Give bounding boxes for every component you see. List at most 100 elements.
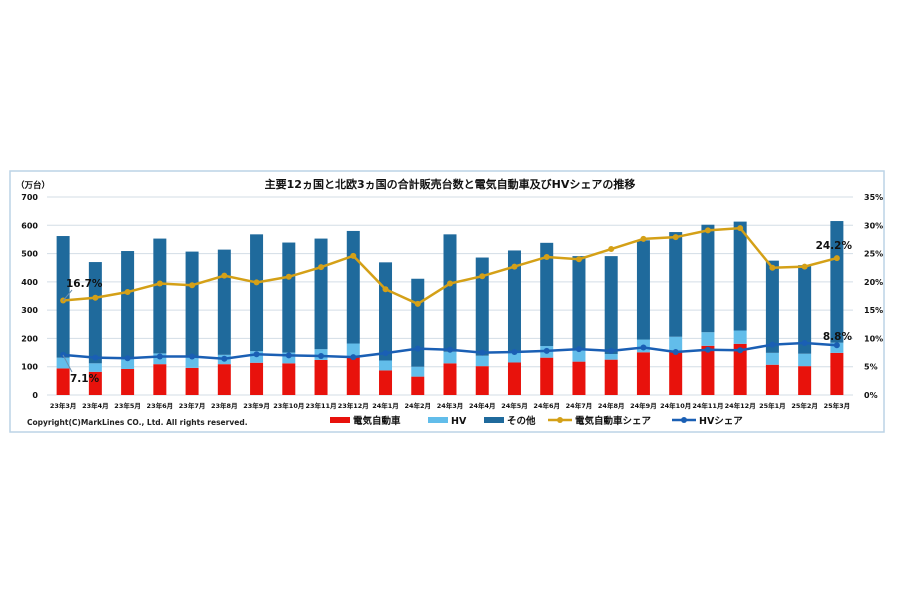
ev-share-point <box>543 253 550 260</box>
hv-share-point <box>92 354 99 361</box>
y-tick-label: 600 <box>21 221 38 230</box>
bar-other <box>346 230 360 344</box>
hv-share-point <box>672 349 679 356</box>
x-tick-label: 25年2月 <box>791 401 818 410</box>
data-label: 24.2% <box>816 240 853 252</box>
hv-share-point <box>156 353 163 360</box>
bar-ev <box>701 345 715 395</box>
bar-ev <box>733 343 747 395</box>
bar-ev <box>765 364 779 395</box>
bar-ev <box>346 357 360 395</box>
bar-hv <box>507 352 521 363</box>
bar-hv <box>604 353 618 360</box>
y-tick-label: 400 <box>21 278 38 287</box>
bar-other <box>314 238 328 350</box>
bar-other <box>475 257 489 356</box>
copyright: Copyright(C)MarkLines CO., Ltd. All righ… <box>27 418 248 427</box>
bar-hv <box>185 357 199 368</box>
bar-hv <box>379 360 393 371</box>
bar-ev <box>798 366 812 395</box>
bar-other <box>217 249 231 355</box>
y2-tick-label: 30% <box>864 221 883 230</box>
data-label: 16.7% <box>66 278 103 290</box>
x-tick-label: 23年9月 <box>243 401 270 410</box>
bar-other <box>830 221 844 343</box>
x-tick-label: 24年10月 <box>660 401 691 410</box>
ev-share-point <box>189 282 196 289</box>
bar-ev <box>250 362 264 395</box>
ev-share-point <box>801 263 808 270</box>
hv-share-point <box>382 350 389 357</box>
bar-hv <box>346 343 360 358</box>
bar-other <box>765 260 779 353</box>
bar-other <box>798 265 812 354</box>
hv-share-point <box>801 339 808 346</box>
leader-line <box>62 289 73 302</box>
hv-share-point <box>350 354 357 361</box>
x-tick-label: 24年5月 <box>501 401 528 410</box>
hv-share-point <box>285 352 292 359</box>
bar-hv <box>121 359 135 369</box>
bar-ev <box>475 366 489 395</box>
bar-hv <box>765 352 779 365</box>
x-tick-label: 23年3月 <box>50 401 77 410</box>
x-tick-label: 24年12月 <box>725 401 756 410</box>
y2-tick-label: 25% <box>864 250 883 259</box>
hv-share-point <box>833 342 840 349</box>
y2-tick-label: 20% <box>864 278 883 287</box>
bar-other <box>733 221 747 331</box>
hv-share-point <box>124 355 131 362</box>
ev-share-point <box>672 234 679 241</box>
hv-share-point <box>60 351 67 358</box>
y2-tick-label: 5% <box>864 363 878 372</box>
data-label: 8.8% <box>823 331 853 343</box>
bar-other <box>669 232 683 337</box>
y-tick-label: 100 <box>21 363 38 372</box>
bar-other <box>540 242 554 347</box>
hv-share-point <box>737 347 744 354</box>
ev-share-point <box>479 273 486 280</box>
ev-share-point <box>350 252 357 259</box>
x-tick-label: 24年6月 <box>533 401 560 410</box>
bar-ev <box>314 359 328 395</box>
hv-share-point <box>543 347 550 354</box>
chart-title: 主要12ヵ国と北欧3ヵ国の合計販売台数と電気自動車及びHVシェアの推移 <box>265 177 636 191</box>
hv-share-point <box>189 353 196 360</box>
bar-ev <box>507 362 521 395</box>
legend-swatch <box>484 417 504 423</box>
bar-ev <box>88 371 102 395</box>
bar-hv <box>88 363 102 372</box>
hv-share-point <box>511 349 518 356</box>
bar-other <box>443 234 457 352</box>
y-tick-label: 200 <box>21 334 38 343</box>
bar-other <box>121 251 135 360</box>
x-tick-label: 23年4月 <box>82 401 109 410</box>
x-tick-label: 24年7月 <box>566 401 593 410</box>
x-tick-label: 23年6月 <box>147 401 174 410</box>
bar-ev <box>443 363 457 395</box>
hv-share-point <box>479 349 486 356</box>
ev-share-point <box>737 225 744 232</box>
y-axis-label: （万台） <box>16 180 50 191</box>
y2-tick-label: 10% <box>864 334 883 343</box>
y2-tick-label: 0% <box>864 391 878 400</box>
legend-swatch <box>330 417 350 423</box>
bar-hv <box>798 353 812 367</box>
x-tick-label: 24年11月 <box>692 401 723 410</box>
bar-other <box>153 238 167 354</box>
ev-share-point <box>447 280 453 287</box>
hv-share-point <box>414 345 421 352</box>
leader-line <box>62 354 73 373</box>
bar-other <box>701 224 715 333</box>
x-tick-label: 23年10月 <box>273 401 304 410</box>
x-tick-label: 23年7月 <box>179 401 206 410</box>
bar-other <box>507 250 521 353</box>
y-tick-label: 700 <box>21 193 38 202</box>
bar-ev <box>217 364 231 395</box>
ev-share-point <box>253 279 260 286</box>
x-tick-label: 23年8月 <box>211 401 238 410</box>
y-tick-label: 300 <box>21 306 38 315</box>
bar-ev <box>604 359 618 395</box>
ev-share-point <box>704 227 711 234</box>
bar-ev <box>121 368 135 395</box>
